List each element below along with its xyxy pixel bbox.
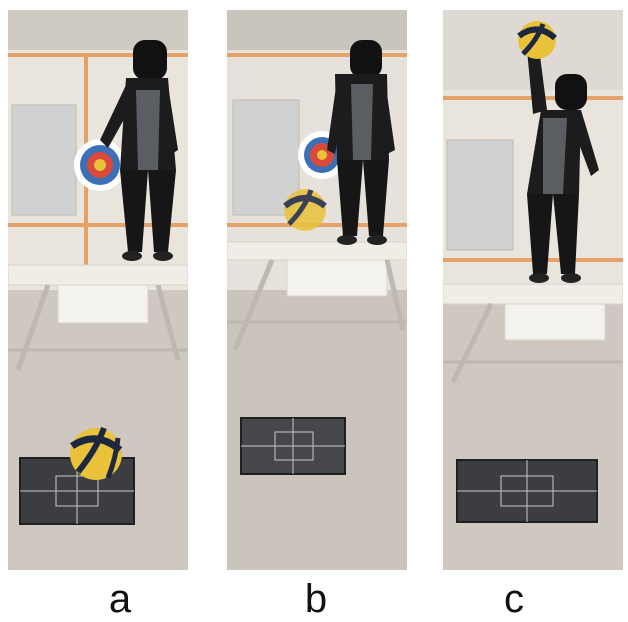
force-plate-icon — [240, 417, 346, 475]
panel-label-c: c — [504, 577, 524, 621]
person-figure-icon — [327, 40, 395, 245]
force-plate-icon — [456, 459, 598, 523]
person-figure-icon — [100, 40, 178, 261]
panel-label-b: b — [304, 577, 328, 621]
scene-a — [8, 10, 188, 570]
ceiling — [227, 10, 407, 50]
volleyball-icon — [517, 21, 557, 59]
photo-panel-a — [8, 10, 188, 570]
person-figure-icon — [527, 48, 599, 283]
wall-panel — [232, 99, 300, 216]
bench-icon — [227, 241, 407, 351]
volleyball-icon — [70, 426, 123, 480]
scene-c — [443, 10, 623, 570]
volleyball-icon — [283, 189, 327, 231]
wall-panel — [11, 104, 77, 216]
wall-panel — [446, 139, 514, 251]
photo-panel-b — [227, 10, 407, 570]
wall-target-icon — [74, 139, 126, 191]
bench-icon — [8, 264, 188, 371]
photo-panel-c — [443, 10, 623, 570]
panel-label-a: a — [108, 577, 132, 621]
scene-b — [227, 10, 407, 570]
bench-icon — [443, 283, 623, 384]
